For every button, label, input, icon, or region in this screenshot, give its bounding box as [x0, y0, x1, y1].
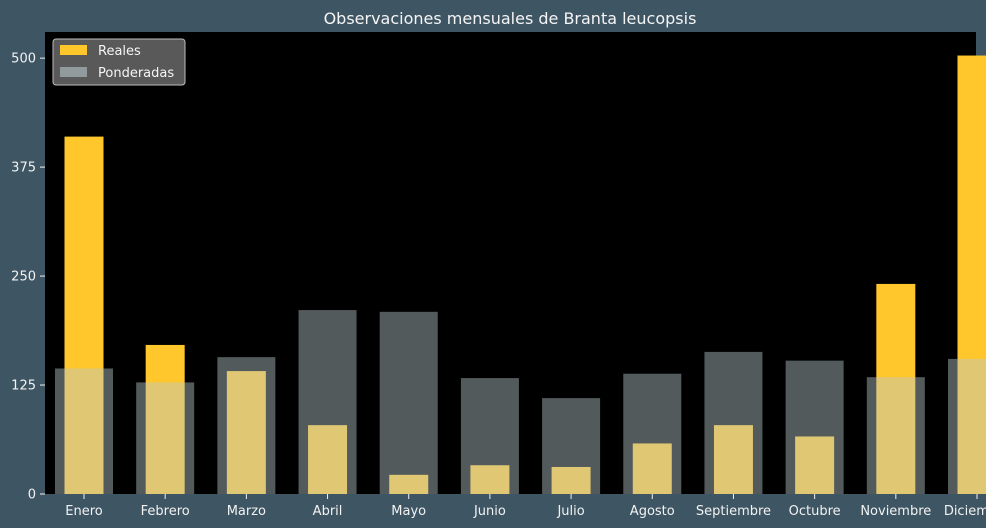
bar-reales-abril [308, 425, 348, 494]
legend: Reales Ponderadas [52, 38, 186, 86]
bar-ponderadas-septiembre [704, 351, 763, 494]
bar-reales-noviembre [876, 283, 916, 494]
legend-swatch-ponderadas [60, 67, 87, 77]
y-tick-label: 125 [11, 379, 36, 394]
bar-ponderadas-octubre [785, 360, 844, 494]
axes-layer: 0 125 250 375 500 Enero Febrero Marzo Abril Mayo J… [11, 52, 986, 519]
chart-title: Observaciones mensuales de Branta leucop… [324, 9, 697, 28]
bar-reales-julio [551, 466, 591, 494]
bar-reales-junio [470, 465, 510, 494]
bar-ponderadas-julio [542, 398, 601, 494]
bar-reales-diciembre [957, 55, 986, 494]
bar-ponderadas-noviembre [866, 377, 925, 494]
x-tick-label-julio: Julio [556, 504, 584, 519]
bar-ponderadas-agosto [623, 373, 682, 494]
x-tick-label-febrero: Febrero [141, 504, 190, 519]
bar-reales-septiembre [713, 425, 753, 494]
bars-layer [55, 55, 986, 495]
bar-ponderadas-enero [55, 368, 113, 494]
legend-swatch-reales [60, 45, 87, 55]
y-tick-label: 500 [11, 52, 36, 67]
x-tick-label-junio: Junio [473, 504, 506, 519]
bar-ponderadas-mayo [379, 311, 438, 494]
bar-ponderadas-marzo [217, 357, 276, 494]
bar-reales-agosto [632, 443, 672, 494]
x-tick-label-enero: Enero [65, 504, 103, 519]
x-tick-label-diciembre: Diciembre [944, 504, 986, 519]
x-tick-label-noviembre: Noviembre [860, 504, 931, 519]
y-tick-label: 0 [28, 488, 36, 503]
bar-ponderadas-febrero [136, 382, 195, 494]
bar-reales-octubre [795, 436, 835, 494]
bar-reales-febrero [145, 344, 185, 494]
x-tick-label-octubre: Octubre [789, 504, 841, 519]
x-tick-label-mayo: Mayo [391, 504, 426, 519]
y-tick-label: 375 [11, 161, 36, 176]
bar-ponderadas-abril [298, 310, 357, 494]
legend-label-ponderadas: Ponderadas [98, 66, 174, 81]
x-tick-label-agosto: Agosto [630, 504, 675, 519]
x-tick-label-septiembre: Septiembre [696, 504, 771, 519]
y-tick-label: 250 [11, 270, 36, 285]
x-tick-label-marzo: Marzo [227, 504, 266, 519]
legend-label-reales: Reales [98, 44, 141, 59]
plot-area [45, 32, 976, 494]
bar-reales-enero [64, 136, 104, 495]
x-tick-label-abril: Abril [313, 504, 343, 519]
bar-reales-marzo [226, 371, 266, 494]
bar-ponderadas-junio [460, 378, 519, 494]
bar-ponderadas-diciembre [948, 358, 986, 494]
bar-reales-mayo [389, 474, 429, 494]
